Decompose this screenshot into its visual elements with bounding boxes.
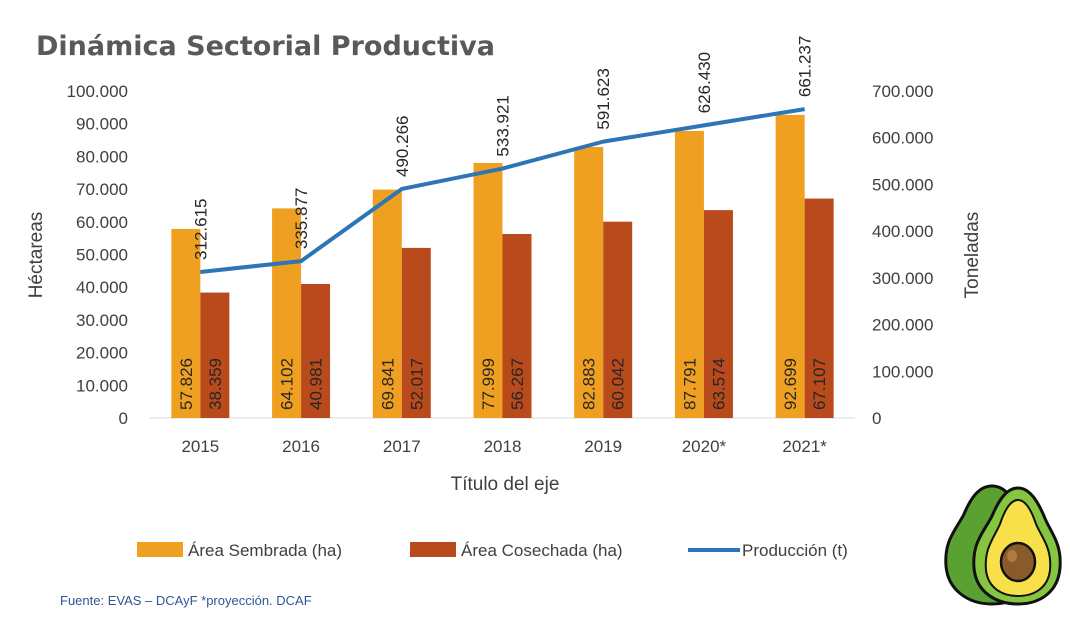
production-label: 490.266 bbox=[393, 116, 412, 177]
production-line bbox=[200, 107, 805, 274]
right-tick-label: 500.000 bbox=[872, 175, 933, 194]
bar-label-cosechada: 67.107 bbox=[810, 358, 829, 410]
x-tick-label: 2020* bbox=[682, 437, 727, 456]
right-tick-label: 200.000 bbox=[872, 316, 933, 335]
bar-label-cosechada: 63.574 bbox=[709, 358, 728, 410]
x-tick-label: 2017 bbox=[383, 437, 421, 456]
x-tick-label: 2019 bbox=[584, 437, 622, 456]
production-label: 591.623 bbox=[594, 68, 613, 129]
production-label: 335.877 bbox=[292, 188, 311, 249]
legend-label-cosechada: Área Cosechada (ha) bbox=[461, 541, 623, 560]
bar-label-sembrada: 57.826 bbox=[177, 358, 196, 410]
x-tick-label: 2021* bbox=[782, 437, 827, 456]
bar-area-cosechada bbox=[603, 221, 633, 418]
right-tick-label: 0 bbox=[872, 409, 881, 428]
right-tick-label: 300.000 bbox=[872, 269, 933, 288]
bar-label-cosechada: 52.017 bbox=[407, 358, 426, 410]
bar-label-sembrada: 92.699 bbox=[781, 358, 800, 410]
x-axis-title: Título del eje bbox=[451, 474, 560, 495]
right-tick-label: 600.000 bbox=[872, 129, 933, 148]
right-axis-ticks: 0 100.000 200.000 300.000 400.000 500.000 600.… bbox=[872, 82, 933, 428]
left-tick-label: 0 bbox=[119, 409, 128, 428]
bar-label-sembrada: 77.999 bbox=[479, 358, 498, 410]
x-tick-label: 2015 bbox=[181, 437, 219, 456]
production-label: 533.921 bbox=[494, 95, 513, 156]
bar-label-sembrada: 64.102 bbox=[278, 358, 297, 410]
bar-area-sembrada bbox=[674, 130, 704, 418]
left-tick-label: 70.000 bbox=[76, 180, 128, 199]
y2-axis-title: Toneladas bbox=[962, 212, 983, 299]
production-label: 312.615 bbox=[191, 199, 210, 260]
legend: Área Sembrada (ha) Área Cosechada (ha) P… bbox=[137, 541, 848, 560]
left-tick-label: 10.000 bbox=[76, 376, 128, 395]
bar-area-sembrada bbox=[272, 208, 302, 418]
bar-area-sembrada bbox=[171, 228, 201, 418]
bar-label-cosechada: 40.981 bbox=[307, 358, 326, 410]
left-tick-label: 50.000 bbox=[76, 246, 128, 265]
x-tick-label: 2018 bbox=[484, 437, 522, 456]
right-tick-label: 400.000 bbox=[872, 222, 933, 241]
chart-title: Dinámica Sectorial Productiva bbox=[36, 31, 495, 62]
y-axis-title: Héctareas bbox=[26, 212, 47, 299]
left-tick-label: 30.000 bbox=[76, 311, 128, 330]
legend-label-produccion: Producción (t) bbox=[742, 541, 848, 560]
left-tick-label: 20.000 bbox=[76, 344, 128, 363]
bar-area-cosechada bbox=[703, 210, 733, 418]
x-axis-ticks: 2015 2016 2017 2018 2019 2020* 2021* bbox=[181, 437, 827, 456]
bar-area-cosechada bbox=[200, 292, 230, 418]
left-tick-label: 60.000 bbox=[76, 213, 128, 232]
bar-label-sembrada: 87.791 bbox=[680, 358, 699, 410]
legend-swatch-sembrada bbox=[137, 542, 183, 557]
bar-label-sembrada: 82.883 bbox=[580, 358, 599, 410]
production-label: 661.237 bbox=[796, 36, 815, 97]
bar-label-cosechada: 60.042 bbox=[609, 358, 628, 410]
bar-area-cosechada bbox=[301, 283, 331, 418]
left-tick-label: 100.000 bbox=[67, 82, 128, 101]
bar-labels: 57.826 64.102 69.841 77.999 82.883 87.791 92.6… bbox=[177, 358, 829, 410]
bar-area-sembrada bbox=[775, 114, 805, 418]
production-label: 626.430 bbox=[695, 52, 714, 113]
left-tick-label: 90.000 bbox=[76, 115, 128, 134]
x-tick-label: 2016 bbox=[282, 437, 320, 456]
right-tick-label: 700.000 bbox=[872, 82, 933, 101]
legend-swatch-cosechada bbox=[410, 542, 456, 557]
bar-area-sembrada bbox=[372, 189, 402, 418]
right-tick-label: 100.000 bbox=[872, 362, 933, 381]
bar-area-cosechada bbox=[804, 198, 834, 418]
legend-label-sembrada: Área Sembrada (ha) bbox=[188, 541, 342, 560]
bars bbox=[171, 114, 834, 418]
avocado-icon bbox=[944, 484, 1062, 606]
left-tick-label: 80.000 bbox=[76, 147, 128, 166]
left-tick-label: 40.000 bbox=[76, 278, 128, 297]
bar-area-sembrada bbox=[574, 146, 604, 418]
bar-area-sembrada bbox=[473, 162, 503, 418]
production-labels: 312.615 335.877 490.266 533.921 591.623 626.4… bbox=[191, 36, 814, 260]
bar-label-sembrada: 69.841 bbox=[378, 358, 397, 410]
bar-label-cosechada: 56.267 bbox=[508, 358, 527, 410]
source-note: Fuente: EVAS – DCAyF *proyección. DCAF bbox=[60, 593, 312, 608]
left-axis-ticks: 0 10.000 20.000 30.000 40.000 50.000 60.000 70.… bbox=[67, 82, 128, 428]
bar-label-cosechada: 38.359 bbox=[206, 358, 225, 410]
bar-area-cosechada bbox=[502, 234, 532, 418]
bar-area-cosechada bbox=[401, 247, 431, 418]
